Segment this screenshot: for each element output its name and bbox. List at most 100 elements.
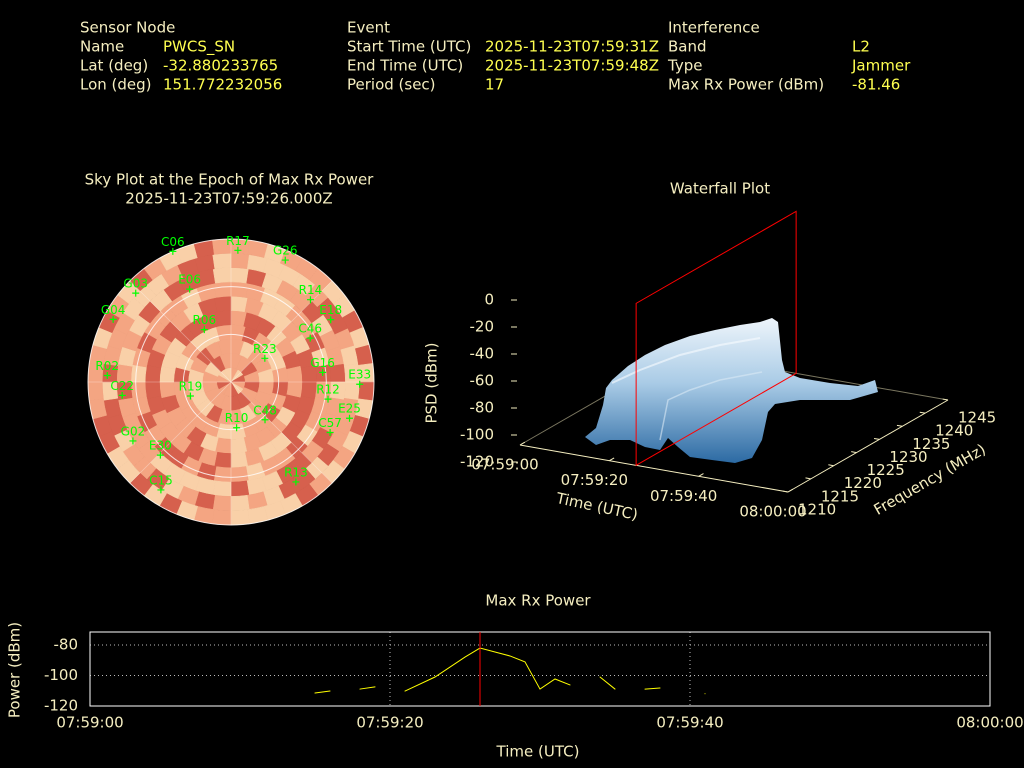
y-tick <box>828 464 834 467</box>
satellite <box>169 247 177 255</box>
satellite-label: R13 <box>284 465 308 479</box>
satellite <box>233 424 241 432</box>
y-tick <box>873 437 880 440</box>
satellite-label: R23 <box>253 342 277 356</box>
heatmap-cell <box>212 509 232 526</box>
field-value: -81.46 <box>852 76 900 94</box>
satellite <box>261 354 269 362</box>
field-value: -32.880233765 <box>163 57 278 75</box>
z-tick-label: 0 <box>484 291 494 309</box>
section-title: Sensor Node <box>80 19 175 37</box>
y-tick-label: -80 <box>54 635 79 653</box>
y-tick <box>782 490 789 493</box>
y-tick-label: 1240 <box>935 422 973 440</box>
field-value: Jammer <box>851 57 911 75</box>
line-series <box>314 647 706 695</box>
field-label: Name <box>80 38 124 56</box>
satellite-label: E18 <box>319 303 342 317</box>
satellite <box>132 289 140 297</box>
field-label: Lat (deg) <box>80 57 148 75</box>
satellite-label: R02 <box>95 359 119 373</box>
satellite-label: G26 <box>273 244 298 258</box>
field-label: Band <box>668 38 707 56</box>
section-title: Event <box>347 19 390 37</box>
satellite <box>356 380 364 388</box>
chart-title: Sky Plot at the Epoch of Max Rx Power <box>85 171 375 189</box>
satellite <box>327 316 335 324</box>
chart-title: Max Rx Power <box>485 592 591 610</box>
field-value: PWCS_SN <box>163 38 235 57</box>
x-tick-label: 07:59:20 <box>356 714 423 732</box>
x-tick <box>519 441 526 446</box>
satellite-label: G02 <box>121 424 146 438</box>
y-tick <box>896 424 903 427</box>
satellite-label: R14 <box>299 283 323 297</box>
y-tick <box>919 411 926 414</box>
surface-ridge <box>659 371 763 441</box>
x-tick-label: 07:59:00 <box>471 456 538 474</box>
heatmap-cell <box>87 381 104 401</box>
satellite <box>346 414 354 422</box>
z-axis-label: PSD (dBm) <box>423 342 441 423</box>
satellite <box>109 315 117 323</box>
y-axis <box>787 399 949 493</box>
x-tick-label: 07:59:40 <box>650 487 717 505</box>
z-tick-label: -100 <box>460 426 494 444</box>
heatmap-cell <box>212 267 232 284</box>
x-tick <box>698 473 704 477</box>
heatmap-cell <box>212 494 232 511</box>
satellite <box>306 334 314 342</box>
heatmap-cell <box>230 253 250 270</box>
field-label: Max Rx Power (dBm) <box>668 76 824 94</box>
field-value: 2025-11-23T07:59:48Z <box>485 57 659 75</box>
chart-title: Waterfall Plot <box>670 180 770 198</box>
heatmap-cell <box>212 253 232 270</box>
y-tick <box>942 398 949 401</box>
satellite-label: C57 <box>318 416 342 430</box>
epoch-plane <box>635 210 797 467</box>
satellite <box>200 326 208 334</box>
heatmap-cell <box>230 451 249 469</box>
y-tick-label: 1230 <box>889 448 927 466</box>
chart-subtitle: 2025-11-23T07:59:26.000Z <box>125 190 332 208</box>
satellite-label: G16 <box>310 356 335 370</box>
y-tick-label: -120 <box>44 697 78 715</box>
satellite <box>186 392 194 400</box>
satellite-label: G04 <box>101 303 126 317</box>
plot-border <box>89 631 991 707</box>
satellite <box>234 246 242 254</box>
y-tick-label: 1235 <box>912 435 950 453</box>
z-tick-label: -120 <box>460 453 494 471</box>
y-tick-label: 1210 <box>798 501 836 519</box>
y-axis-label: Power (dBm) <box>6 622 24 718</box>
heatmap-cell <box>213 466 232 483</box>
z-tick-label: -20 <box>470 318 495 336</box>
satellite-label: G03 <box>123 277 148 291</box>
satellite-label: E06 <box>178 273 201 287</box>
heatmap-cell <box>230 509 250 526</box>
field-label: Start Time (UTC) <box>347 38 471 56</box>
x-axis-label: Time (UTC) <box>496 743 580 761</box>
satellite-label: C22 <box>110 379 134 393</box>
satellite-label: R10 <box>225 411 249 425</box>
y-tick-label: 1215 <box>821 487 859 505</box>
z-tick-label: -80 <box>470 399 495 417</box>
satellite-label: E33 <box>348 368 371 382</box>
satellite-label: R19 <box>179 379 203 393</box>
satellite-label: E25 <box>338 402 361 416</box>
x-tick-label: 07:59:00 <box>56 714 123 732</box>
satellite <box>103 372 111 380</box>
elevation-ring <box>182 333 280 431</box>
field-label: Type <box>667 57 702 75</box>
satellite-label: C06 <box>161 235 185 249</box>
satellite <box>261 416 269 424</box>
y-tick-label: -100 <box>44 666 78 684</box>
satellite-label: C48 <box>253 403 277 417</box>
satellite <box>186 285 194 293</box>
satellite <box>324 395 332 403</box>
heatmap-cell <box>213 295 232 313</box>
section-title: Interference <box>668 19 760 37</box>
satellite <box>319 368 327 376</box>
z-tick-label: -60 <box>470 372 495 390</box>
